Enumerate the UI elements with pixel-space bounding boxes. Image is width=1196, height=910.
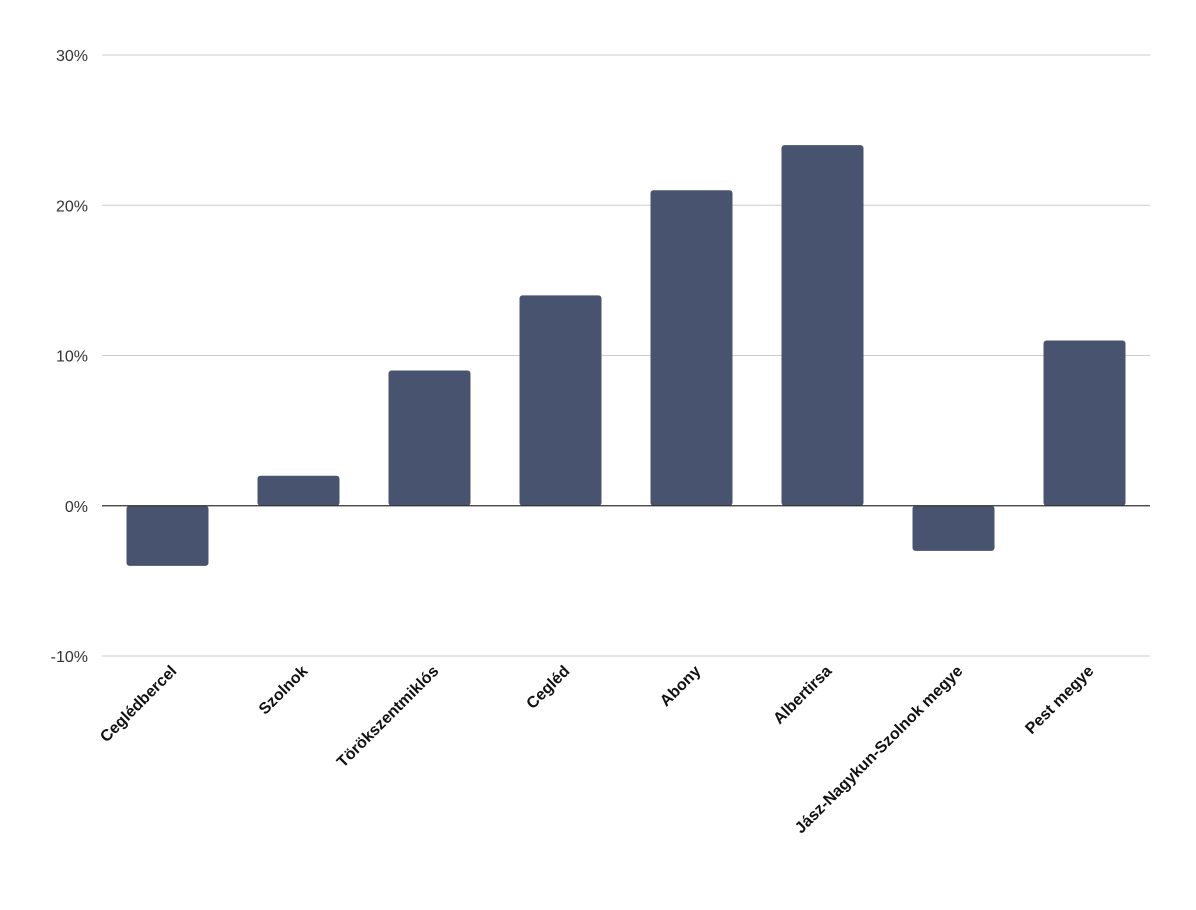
- y-tick-label: 10%: [56, 349, 88, 366]
- y-tick-label: 0%: [65, 499, 88, 516]
- x-tick-label: Abony: [657, 663, 704, 710]
- x-tick-label: Pest megye: [1022, 663, 1097, 738]
- x-tick-label: Ceglédbercel: [97, 663, 180, 746]
- bar: [1043, 340, 1126, 506]
- bar: [912, 505, 995, 551]
- y-tick-label: 20%: [56, 198, 88, 215]
- bar: [650, 190, 733, 506]
- y-tick-label: -10%: [51, 649, 88, 666]
- y-tick-label: 30%: [56, 48, 88, 65]
- x-tick-label: Szolnok: [256, 663, 311, 718]
- x-tick-label: Albertirsa: [770, 663, 835, 728]
- bar: [257, 475, 340, 506]
- bar: [126, 505, 209, 566]
- bar: [388, 370, 471, 506]
- bar: [519, 295, 602, 506]
- bar: [781, 145, 864, 506]
- x-tick-label: Cegléd: [524, 663, 574, 713]
- bars: [126, 145, 1126, 566]
- x-tick-label: Törökszentmiklós: [334, 663, 442, 771]
- y-axis-tick-labels: -10% 0% 10% 20% 30%: [51, 48, 88, 666]
- x-axis-tick-labels: Ceglédbercel Szolnok Törökszentmiklós Ceglé…: [97, 663, 1097, 837]
- gridlines: [102, 54, 1150, 657]
